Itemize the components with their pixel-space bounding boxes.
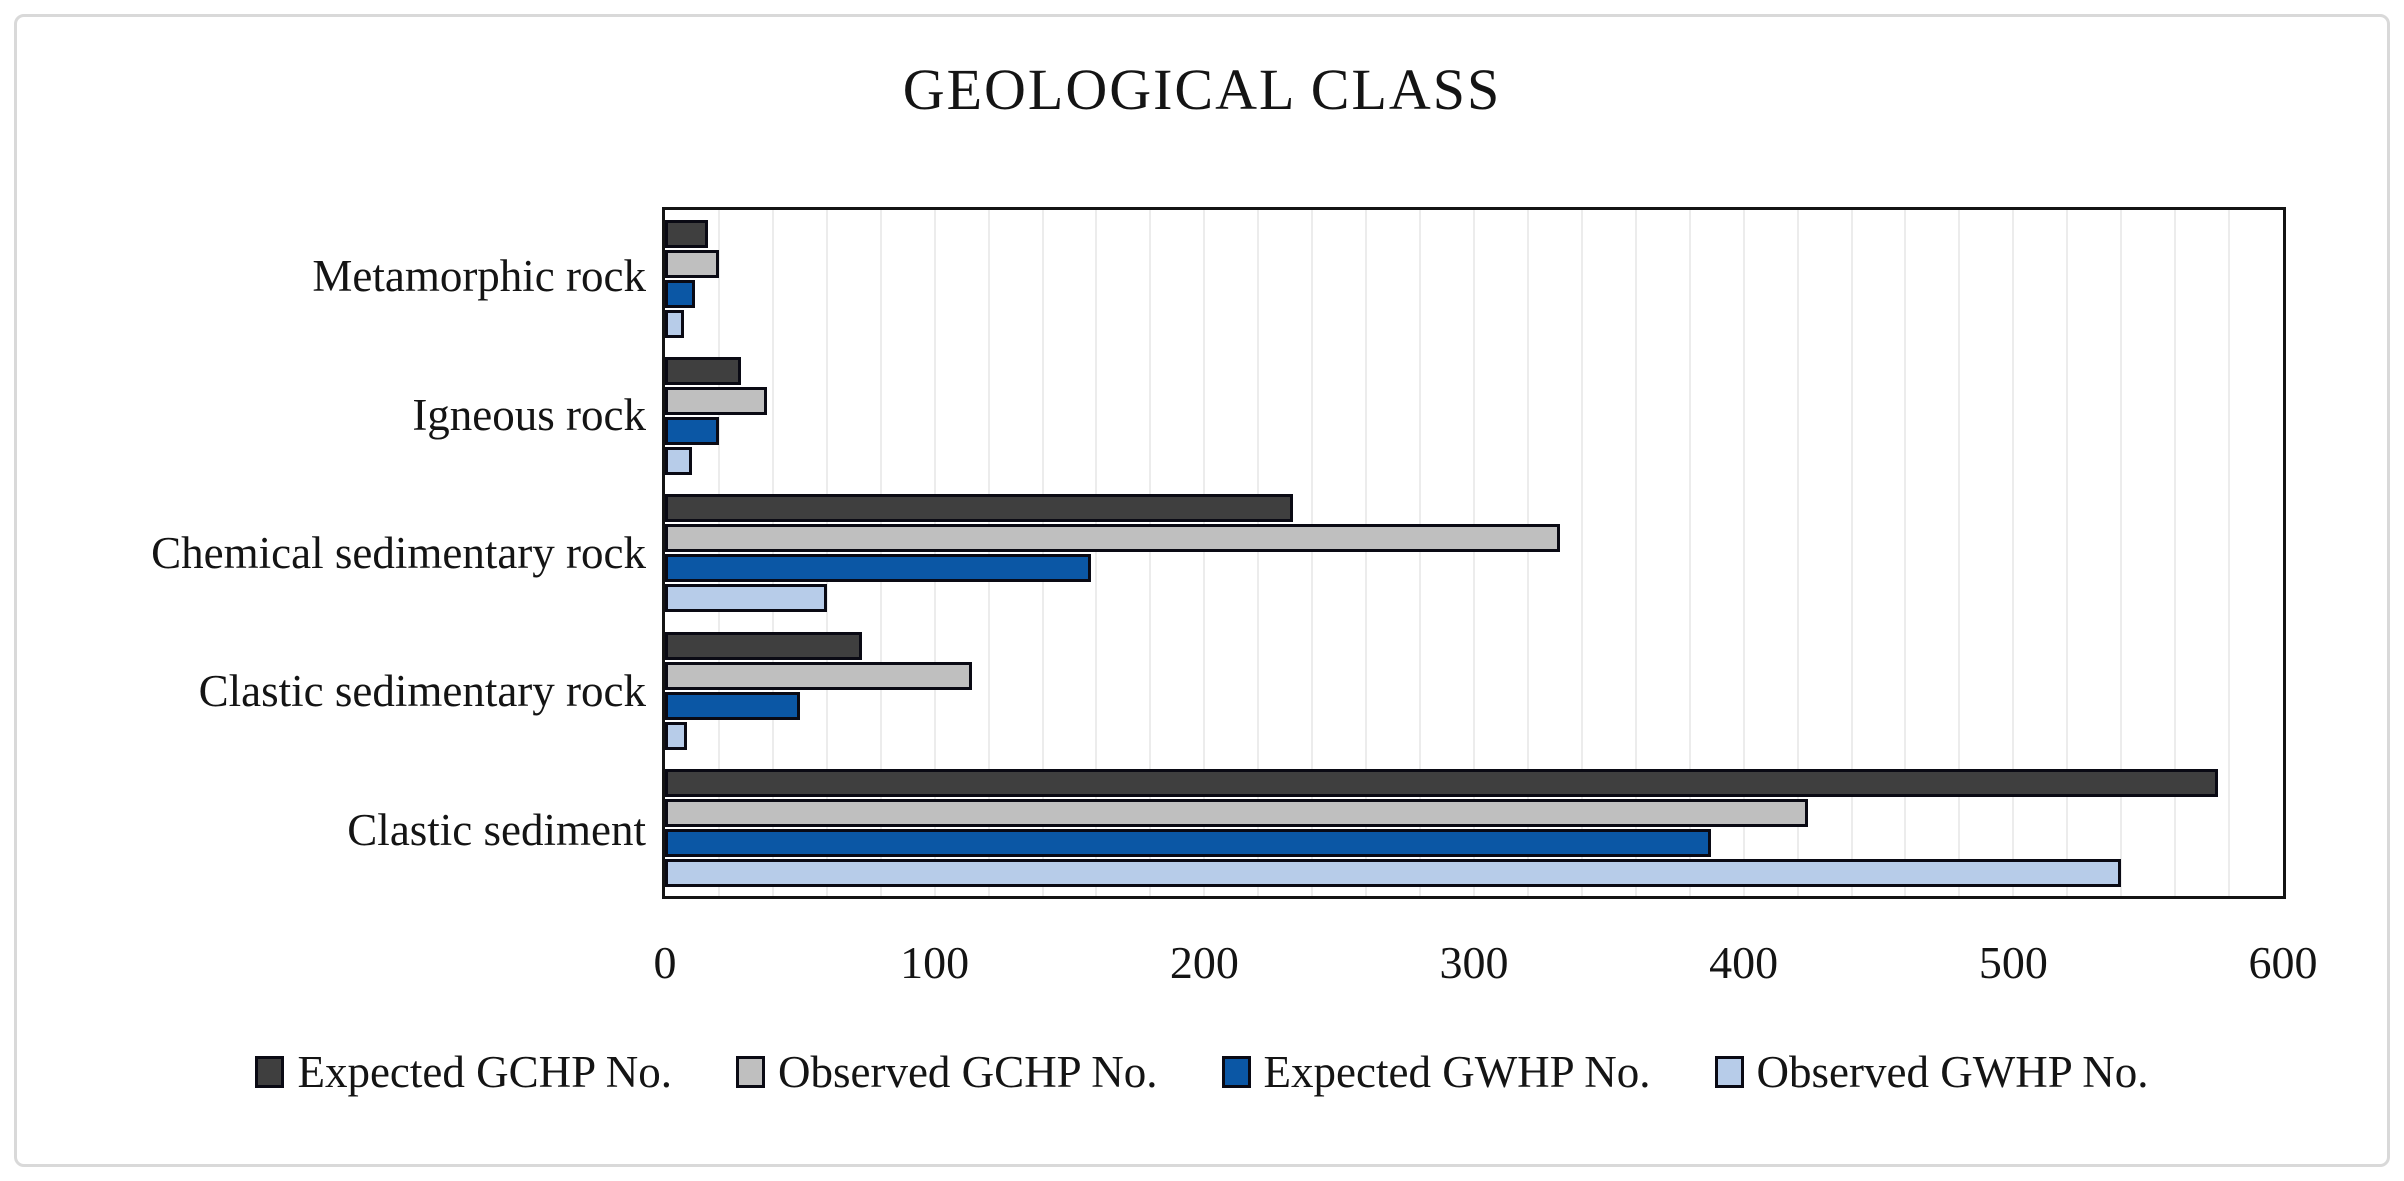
bar-observed-gwhp-no [665,721,687,750]
minor-gridline [2120,210,2123,896]
bar-expected-gwhp-no [665,828,1712,857]
minor-gridline [2012,210,2015,896]
legend-label-expected-gwhp-no: Expected GWHP No. [1263,1047,1651,1097]
minor-gridline [1311,210,1314,896]
minor-gridline [1634,210,1637,896]
bar-observed-gwhp-no [665,584,827,613]
legend-marker-expected-gchp-no [255,1056,285,1088]
category-row-metamorphic-rock [665,210,2283,347]
legend-item-expected-gchp-no: Expected GCHP No. [255,1046,672,1098]
category-row-clastic-sediment [665,759,2283,896]
minor-gridline [2228,210,2231,896]
bar-expected-gwhp-no [665,280,695,308]
minor-gridline [717,210,720,896]
x-tick-label-300: 300 [1439,937,1509,988]
minor-gridline [933,210,936,896]
minor-gridline [1365,210,1368,896]
bar-expected-gchp-no [665,768,2219,797]
bar-expected-gwhp-no [665,691,800,720]
legend: Expected GCHP No. Observed GCHP No. Expect… [0,1046,2404,1098]
bar-observed-gchp-no [665,250,719,278]
bar-observed-gchp-no [665,661,973,690]
legend-marker-observed-gwhp-no [1714,1056,1744,1088]
minor-gridline [1688,210,1691,896]
category-row-igneous-rock [665,347,2283,484]
category-label-igneous-rock: Igneous rock [412,389,646,440]
category-label-clastic-sedimentary-rock: Clastic sedimentary rock [198,666,646,717]
legend-label-expected-gchp-no: Expected GCHP No. [297,1047,672,1097]
minor-gridline [987,210,990,896]
minor-gridline [1095,210,1098,896]
minor-gridline [825,210,828,896]
bar-expected-gchp-no [665,494,1294,523]
minor-gridline [1850,210,1853,896]
x-tick-label-600: 600 [2248,937,2318,988]
legend-marker-observed-gchp-no [735,1056,765,1088]
category-label-metamorphic-rock: Metamorphic rock [312,251,646,302]
category-row-clastic-sedimentary-rock [665,622,2283,759]
legend-item-observed-gwhp-no: Observed GWHP No. [1714,1046,2149,1098]
minor-gridline [1149,210,1152,896]
minor-gridline [1041,210,1044,896]
bar-expected-gchp-no [665,357,741,386]
minor-gridline [1526,210,1529,896]
bar-expected-gwhp-no [665,554,1092,583]
bar-observed-gchp-no [665,798,1809,827]
legend-item-observed-gchp-no: Observed GCHP No. [735,1046,1158,1098]
legend-label-observed-gchp-no: Observed GCHP No. [777,1047,1158,1097]
legend-label-observed-gwhp-no: Observed GWHP No. [1756,1047,2149,1097]
minor-gridline [1958,210,1961,896]
minor-gridline [2174,210,2177,896]
minor-gridline [1742,210,1745,896]
minor-gridline [1904,210,1907,896]
minor-gridline [1580,210,1583,896]
x-tick-label-200: 200 [1169,937,1239,988]
bar-observed-gwhp-no [665,447,692,476]
bar-observed-gwhp-no [665,858,2122,887]
chart-title: GEOLOGICAL CLASS [902,57,1502,122]
legend-marker-expected-gwhp-no [1221,1056,1251,1088]
minor-gridline [1796,210,1799,896]
minor-gridline [879,210,882,896]
minor-gridline [771,210,774,896]
x-tick-label-100: 100 [900,937,970,988]
minor-gridline [1419,210,1422,896]
y-axis-category-labels: Metamorphic rock Igneous rock Chemical sed… [20,207,646,899]
minor-gridline [1257,210,1260,896]
x-axis-tick-labels: 0 100 200 300 400 500 600 [0,936,2404,996]
bar-expected-gchp-no [665,631,862,660]
minor-gridline [1203,210,1206,896]
bar-observed-gchp-no [665,524,1561,553]
x-tick-label-500: 500 [1978,937,2048,988]
category-label-chemical-sedimentary-rock: Chemical sedimentary rock [151,528,646,579]
x-tick-label-400: 400 [1709,937,1779,988]
x-tick-label-0: 0 [653,937,677,988]
minor-gridline [1473,210,1475,896]
legend-item-expected-gwhp-no: Expected GWHP No. [1221,1046,1651,1098]
bar-observed-gwhp-no [665,310,684,338]
plot-area [662,207,2286,899]
bar-expected-gchp-no [665,220,709,248]
bar-observed-gchp-no [665,387,768,416]
category-label-clastic-sediment: Clastic sediment [347,804,646,855]
minor-gridline [2066,210,2069,896]
bar-expected-gwhp-no [665,417,719,446]
category-row-chemical-sedimentary-rock [665,484,2283,621]
